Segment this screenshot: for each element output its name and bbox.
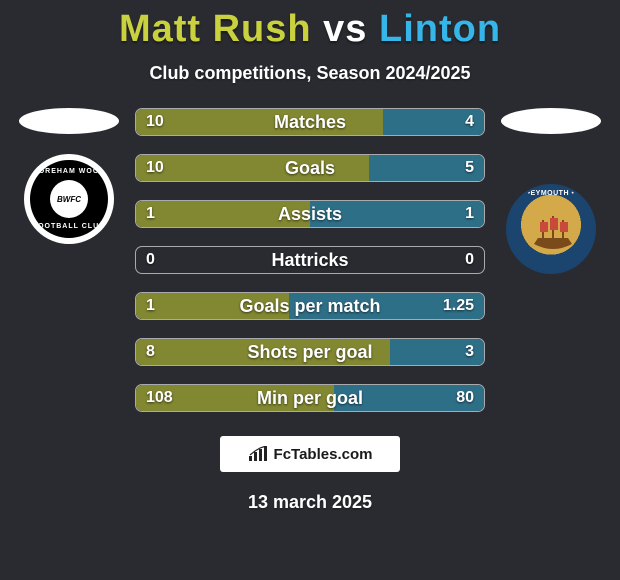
stat-row: 1 Assists 1 xyxy=(135,200,485,228)
crest-a-ring-bot: FOOTBALL CLUB xyxy=(33,223,105,230)
stat-label: Goals per match xyxy=(239,296,380,317)
player-a-ellipse xyxy=(19,108,119,134)
brand-chart-icon xyxy=(248,446,268,462)
team-b-side: •EYMOUTH • xyxy=(501,108,601,274)
ship-icon xyxy=(530,214,576,254)
stat-value-right: 4 xyxy=(465,113,474,131)
stat-label: Min per goal xyxy=(257,388,363,409)
brand-badge: FcTables.com xyxy=(220,436,400,472)
stat-value-left: 0 xyxy=(146,251,155,269)
stat-label: Assists xyxy=(278,204,342,225)
title-player-a: Matt Rush xyxy=(119,8,312,50)
stat-value-right: 0 xyxy=(465,251,474,269)
title-vs: vs xyxy=(323,8,367,50)
stat-value-right: 1.25 xyxy=(443,297,474,315)
stat-value-left: 8 xyxy=(146,343,155,361)
stat-row: 10 Goals 5 xyxy=(135,154,485,182)
stat-label: Goals xyxy=(285,158,335,179)
stat-value-right: 80 xyxy=(456,389,474,407)
stat-value-left: 108 xyxy=(146,389,173,407)
stat-value-left: 10 xyxy=(146,113,164,131)
stat-label: Matches xyxy=(274,112,346,133)
stat-value-left: 1 xyxy=(146,297,155,315)
crest-a-inner-monogram: BWFC xyxy=(50,180,88,218)
stat-row: 0 Hattricks 0 xyxy=(135,246,485,274)
comparison-content: BOREHAM WOOD BWFC FOOTBALL CLUB 10Matche… xyxy=(0,108,620,412)
stat-value-left: 10 xyxy=(146,159,164,177)
stat-value-right: 3 xyxy=(465,343,474,361)
title-player-b: Linton xyxy=(379,8,501,50)
crest-b-ring-top: •EYMOUTH • xyxy=(528,190,575,197)
stat-label: Shots per goal xyxy=(247,342,372,363)
stat-label: Hattricks xyxy=(271,250,348,271)
team-a-side: BOREHAM WOOD BWFC FOOTBALL CLUB xyxy=(19,108,119,244)
stat-row: 108 Min per goal 80 xyxy=(135,384,485,412)
stat-row: 8 Shots per goal 3 xyxy=(135,338,485,366)
subtitle: Club competitions, Season 2024/2025 xyxy=(0,63,620,84)
stat-value-left: 1 xyxy=(146,205,155,223)
stat-value-right: 1 xyxy=(465,205,474,223)
stat-fill-left xyxy=(136,109,383,135)
player-b-ellipse xyxy=(501,108,601,134)
stat-value-right: 5 xyxy=(465,159,474,177)
date-text: 13 march 2025 xyxy=(0,492,620,513)
page-title: Matt Rush vs Linton xyxy=(0,0,620,51)
team-a-crest: BOREHAM WOOD BWFC FOOTBALL CLUB xyxy=(24,154,114,244)
stats-bars: 10Matches410Goals51Assists10Hattricks01G… xyxy=(135,108,485,412)
crest-a-ring-top: BOREHAM WOOD xyxy=(33,168,106,175)
stat-row: 1 Goals per match 1.25 xyxy=(135,292,485,320)
team-b-crest: •EYMOUTH • xyxy=(506,184,596,274)
brand-text: FcTables.com xyxy=(274,446,373,463)
stat-row: 10 Matches 4 xyxy=(135,108,485,136)
